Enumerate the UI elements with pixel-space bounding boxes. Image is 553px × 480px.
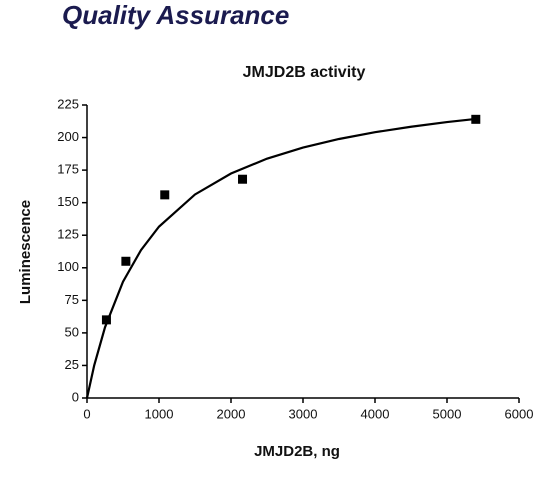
y-tick-label: 75: [65, 292, 79, 307]
data-point: [121, 256, 131, 266]
y-tick-label: 150: [57, 194, 79, 209]
data-point: [101, 315, 111, 325]
chart-title: JMJD2B activity: [243, 64, 366, 81]
fit-curve: [85, 117, 476, 399]
x-tick-label: 5000: [433, 406, 462, 421]
x-tick-label: 3000: [289, 406, 318, 421]
y-tick-label: 100: [57, 259, 79, 274]
x-tick-label: 6000: [505, 406, 534, 421]
page-title: Quality Assurance: [62, 0, 289, 30]
y-tick-label: 50: [65, 324, 79, 339]
y-axis-label: Luminescence: [17, 200, 34, 304]
data-point: [160, 190, 170, 200]
y-tick-label: 125: [57, 227, 79, 242]
x-tick-label: 2000: [217, 406, 246, 421]
x-tick-label: 4000: [361, 406, 390, 421]
y-tick-label: 175: [57, 162, 79, 177]
y-tick-label: 225: [57, 96, 79, 111]
x-tick-label: 1000: [145, 406, 174, 421]
data-point: [238, 174, 248, 184]
y-tick-label: 0: [72, 389, 79, 404]
x-tick-label: 0: [83, 406, 90, 421]
x-axis-label: JMJD2B, ng: [254, 443, 340, 460]
y-tick-label: 25: [65, 357, 79, 372]
y-tick-label: 200: [57, 129, 79, 144]
